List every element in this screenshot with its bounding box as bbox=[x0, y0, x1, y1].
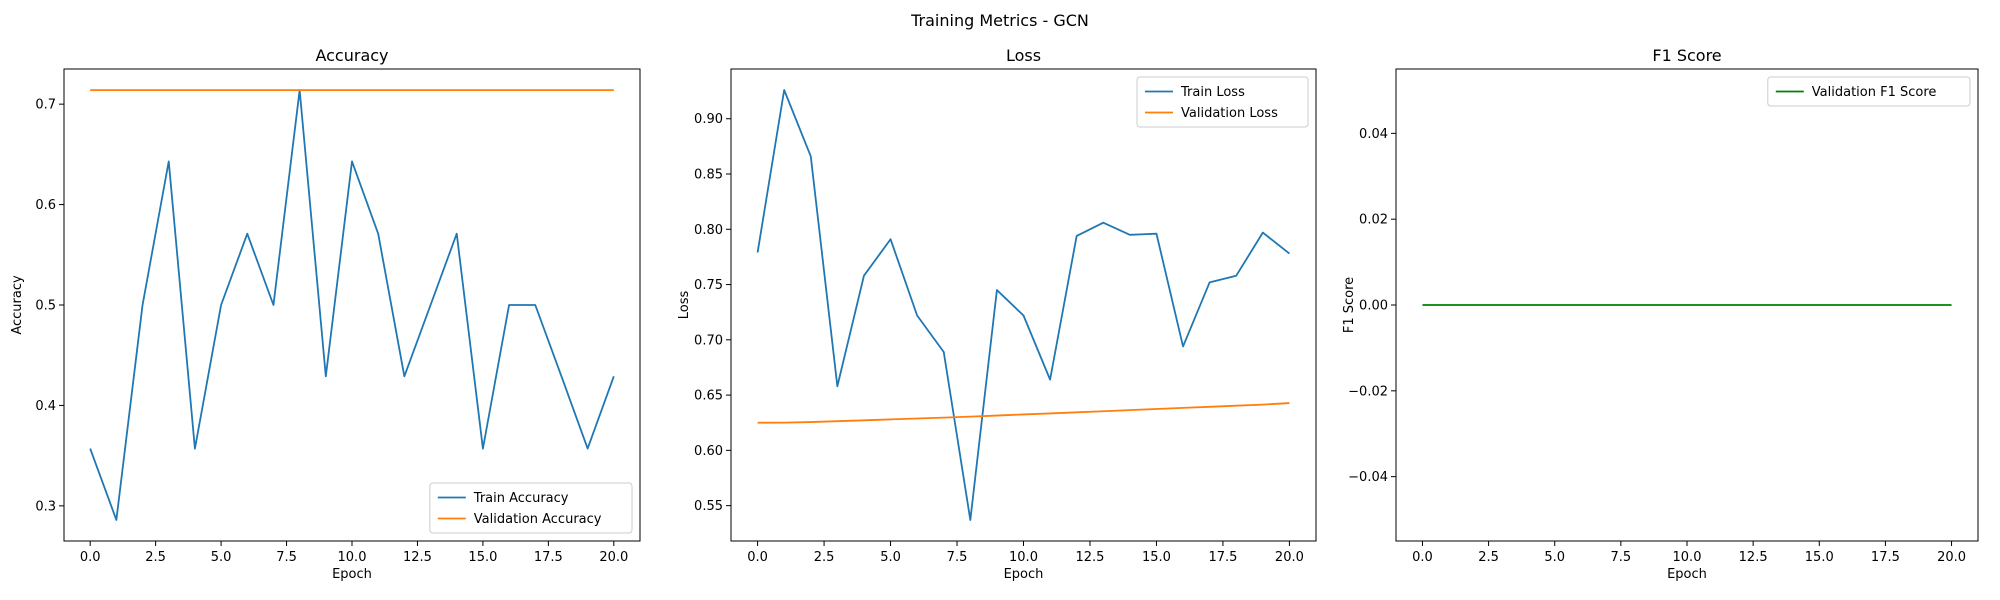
accuracy-axes-frame bbox=[63, 68, 641, 542]
accuracy-x-tick-label: 20.0 bbox=[599, 550, 628, 565]
panel-f1-score: F1 Score 0.0 2.5 5.0 7.5 10.0 12.5 15.0 17.5 20.0… bbox=[1342, 46, 1979, 582]
f1-score-legend: Validation F1 Score bbox=[1767, 76, 1971, 107]
f1-score-y-tick-label: −0.04 bbox=[1348, 470, 1388, 485]
f1-score-x-axis-label: Epoch bbox=[1667, 567, 1707, 582]
f1-score-legend-label: Validation F1 Score bbox=[1812, 85, 1937, 100]
loss-legend-label: Train Loss bbox=[1180, 85, 1245, 100]
f1-score-legend-box bbox=[1767, 76, 1971, 107]
accuracy-x-tick-label: 10.0 bbox=[338, 550, 367, 565]
f1-score-axes-frame bbox=[1395, 68, 1979, 542]
loss-legend-label: Validation Loss bbox=[1181, 106, 1278, 121]
accuracy-y-tick-label: 0.3 bbox=[35, 499, 56, 514]
loss-legend-box bbox=[1136, 76, 1309, 128]
accuracy-x-tick-label: 12.5 bbox=[403, 550, 432, 565]
accuracy-x-tick-label: 17.5 bbox=[534, 550, 563, 565]
accuracy-x-tick-label: 2.5 bbox=[145, 550, 166, 565]
loss-y-tick-label: 0.80 bbox=[694, 223, 723, 238]
f1-score-y-axis-label: F1 Score bbox=[1342, 277, 1357, 333]
loss-series-line-validation-loss bbox=[757, 402, 1290, 424]
loss-x-tick-label: 15.0 bbox=[1142, 550, 1171, 565]
loss-x-tick-label: 7.5 bbox=[947, 550, 968, 565]
f1-score-x-tick-label: 10.0 bbox=[1673, 550, 1702, 565]
loss-series-line-train-loss bbox=[756, 89, 1290, 521]
figure-suptitle: Training Metrics - GCN bbox=[910, 11, 1089, 30]
loss-y-tick-label: 0.75 bbox=[694, 278, 723, 293]
f1-score-x-tick-label: 20.0 bbox=[1937, 550, 1966, 565]
accuracy-y-tick-label: 0.5 bbox=[35, 299, 56, 314]
accuracy-x-axis-label: Epoch bbox=[332, 567, 372, 582]
loss-y-tick-label: 0.85 bbox=[694, 168, 723, 183]
f1-score-x-tick-label: 0.0 bbox=[1412, 550, 1433, 565]
accuracy-x-tick-label: 5.0 bbox=[211, 550, 232, 565]
f1-score-x-tick-label: 12.5 bbox=[1739, 550, 1768, 565]
loss-y-tick-label: 0.55 bbox=[694, 499, 723, 514]
f1-score-x-tick-label: 5.0 bbox=[1544, 550, 1565, 565]
accuracy-legend: Train Accuracy Validation Accuracy bbox=[429, 482, 633, 534]
f1-score-x-tick-label: 2.5 bbox=[1478, 550, 1499, 565]
loss-x-tick-label: 20.0 bbox=[1275, 550, 1304, 565]
loss-x-tick-label: 0.0 bbox=[747, 550, 768, 565]
accuracy-title: Accuracy bbox=[315, 46, 388, 65]
panel-loss: Loss 0.0 2.5 5.0 7.5 10.0 12.5 15.0 17.5 20.0 0.55… bbox=[677, 46, 1317, 582]
f1-score-x-tick-label: 15.0 bbox=[1805, 550, 1834, 565]
loss-axes-frame bbox=[730, 68, 1317, 542]
chart-panels: Accuracy 0.0 2.5 5.0 7.5 10.0 12.5 15.0 17.5 20.0… bbox=[10, 46, 1979, 582]
loss-y-tick-label: 0.90 bbox=[694, 112, 723, 127]
accuracy-x-tick-label: 7.5 bbox=[276, 550, 297, 565]
loss-y-axis-label: Loss bbox=[677, 291, 692, 320]
f1-score-x-tick-label: 17.5 bbox=[1871, 550, 1900, 565]
f1-score-y-tick-label: 0.02 bbox=[1359, 213, 1388, 228]
accuracy-y-axis-label: Accuracy bbox=[10, 275, 25, 335]
f1-score-y-tick-label: 0.04 bbox=[1359, 127, 1388, 142]
accuracy-legend-label: Train Accuracy bbox=[473, 491, 569, 506]
loss-x-axis-label: Epoch bbox=[1004, 567, 1044, 582]
accuracy-legend-box bbox=[429, 482, 633, 534]
f1-score-x-tick-label: 7.5 bbox=[1611, 550, 1632, 565]
accuracy-y-tick-label: 0.4 bbox=[35, 399, 56, 414]
loss-legend: Train Loss Validation Loss bbox=[1136, 76, 1309, 128]
accuracy-series-line-train-accuracy bbox=[89, 89, 615, 521]
accuracy-y-tick-label: 0.7 bbox=[35, 98, 56, 113]
loss-y-tick-label: 0.70 bbox=[694, 333, 723, 348]
accuracy-y-tick-label: 0.6 bbox=[35, 198, 56, 213]
accuracy-x-tick-label: 0.0 bbox=[80, 550, 101, 565]
loss-y-tick-label: 0.60 bbox=[694, 444, 723, 459]
loss-x-tick-label: 10.0 bbox=[1009, 550, 1038, 565]
f1-score-y-tick-label: 0.00 bbox=[1359, 299, 1388, 314]
loss-x-tick-label: 17.5 bbox=[1208, 550, 1237, 565]
loss-x-tick-label: 2.5 bbox=[814, 550, 835, 565]
loss-y-tick-label: 0.65 bbox=[694, 389, 723, 404]
f1-score-title: F1 Score bbox=[1652, 46, 1721, 65]
loss-x-tick-label: 12.5 bbox=[1076, 550, 1105, 565]
f1-score-y-tick-label: −0.02 bbox=[1348, 384, 1388, 399]
accuracy-legend-label: Validation Accuracy bbox=[474, 512, 602, 527]
loss-title: Loss bbox=[1006, 46, 1041, 65]
loss-x-tick-label: 5.0 bbox=[880, 550, 901, 565]
panel-accuracy: Accuracy 0.0 2.5 5.0 7.5 10.0 12.5 15.0 17.5 20.0… bbox=[10, 46, 641, 582]
accuracy-x-tick-label: 15.0 bbox=[468, 550, 497, 565]
